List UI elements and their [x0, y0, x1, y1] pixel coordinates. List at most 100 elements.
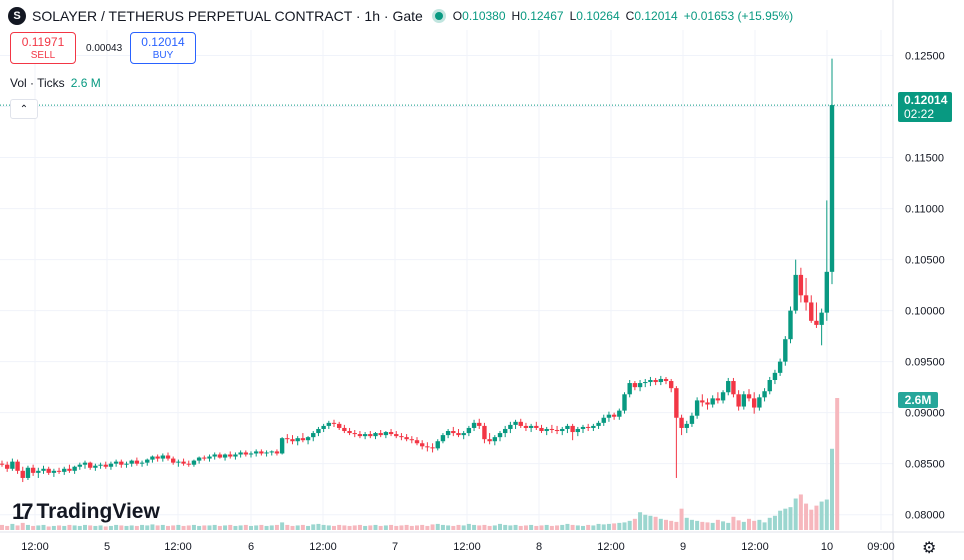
candle-body	[689, 415, 695, 424]
candle-body	[373, 433, 378, 437]
candle-body	[212, 454, 217, 457]
volume-bar	[560, 524, 565, 530]
volume-bar	[435, 523, 440, 530]
candle	[155, 454, 160, 462]
volume-bar	[223, 525, 228, 530]
candle	[20, 466, 25, 483]
candle-body	[347, 431, 352, 434]
time-tick-label: 6	[248, 541, 254, 553]
volume-bar	[145, 525, 150, 530]
last-price-value: 0.12014	[904, 93, 948, 107]
time-tick-label: 12:00	[21, 541, 49, 553]
candle-body	[466, 427, 472, 434]
candle	[575, 426, 581, 437]
volume-bar	[31, 525, 36, 530]
volume-bar	[212, 524, 217, 530]
candle-body	[471, 422, 477, 428]
time-tick-label: 8	[536, 541, 542, 553]
candle-body	[336, 423, 342, 428]
candle	[528, 423, 534, 433]
last-price-tag: 0.12014 02:22	[898, 92, 952, 122]
candle-body	[305, 437, 311, 441]
volume-legend[interactable]: Vol · Ticks 2.6 M	[10, 76, 101, 90]
volume-bar	[134, 525, 139, 530]
volume-bars	[0, 398, 840, 530]
sell-button[interactable]: 0.11971 SELL	[10, 32, 76, 64]
tradingview-mark-icon: 17	[12, 499, 34, 524]
candle	[305, 436, 311, 445]
candle	[87, 461, 93, 470]
candle-body	[445, 431, 451, 436]
candle	[331, 419, 337, 427]
candle-body	[399, 436, 404, 438]
candle	[378, 430, 383, 438]
candle-body	[139, 462, 145, 464]
candle	[295, 436, 300, 446]
candle-body	[77, 464, 83, 467]
volume-bar	[648, 515, 653, 530]
symbol-title[interactable]: SOLAYER / TETHERUS PERPETUAL CONTRACT · …	[32, 8, 423, 24]
candle-body	[119, 461, 124, 465]
sell-label: SELL	[30, 50, 56, 61]
candle-body	[580, 426, 586, 429]
volume-bar	[108, 525, 113, 530]
candle-body	[46, 468, 51, 473]
volume-bar	[461, 525, 466, 530]
candle	[67, 464, 72, 473]
candle-body	[425, 446, 430, 448]
volume-bar	[228, 524, 233, 530]
candle	[212, 452, 217, 460]
volume-bar	[5, 525, 10, 530]
candle-body	[544, 428, 549, 432]
candle-body	[456, 433, 461, 436]
volume-bar	[347, 525, 352, 530]
volume-legend-label: Vol · Ticks	[10, 76, 65, 90]
candle	[731, 377, 736, 398]
candle	[279, 437, 285, 455]
volume-bar	[700, 521, 705, 530]
volume-bar	[249, 525, 253, 530]
candle-body	[145, 459, 150, 463]
candle	[767, 376, 772, 395]
candle	[388, 428, 394, 437]
candle	[77, 462, 83, 470]
candle-body	[570, 425, 575, 433]
volume-bar	[798, 494, 803, 530]
volume-bar	[160, 524, 165, 530]
candle	[596, 420, 601, 429]
gear-icon[interactable]: ⚙	[922, 540, 937, 557]
candle-body	[196, 457, 202, 461]
candle	[259, 449, 264, 456]
candle-body	[51, 470, 57, 473]
candle-body	[30, 467, 36, 473]
volume-bar	[653, 516, 658, 530]
collapse-legend-button[interactable]: ⌃	[10, 99, 38, 119]
candle-body	[518, 421, 523, 426]
candle-body	[751, 398, 757, 408]
candle	[414, 437, 420, 446]
candle	[51, 468, 57, 477]
candle-body	[788, 310, 793, 340]
candle	[746, 389, 752, 402]
volume-bar	[124, 525, 129, 530]
time-tick-label: 10	[821, 541, 833, 553]
buy-button[interactable]: 0.12014 BUY	[130, 32, 196, 64]
tradingview-logo[interactable]: 17 TradingView	[12, 499, 160, 525]
candle-body	[25, 467, 31, 478]
candle	[762, 388, 767, 402]
candle-body	[98, 464, 103, 466]
candle-body	[202, 457, 207, 459]
volume-bar	[477, 525, 482, 530]
volume-bar	[15, 525, 20, 530]
volume-bar	[181, 525, 186, 530]
candle-body	[757, 397, 762, 408]
candle	[253, 449, 259, 457]
candle-body	[694, 400, 700, 416]
candle	[824, 200, 830, 321]
candle	[741, 391, 747, 410]
candle	[373, 432, 378, 440]
time-tick-label: 09:00	[867, 541, 895, 553]
candle	[751, 392, 757, 414]
candle	[658, 375, 664, 386]
